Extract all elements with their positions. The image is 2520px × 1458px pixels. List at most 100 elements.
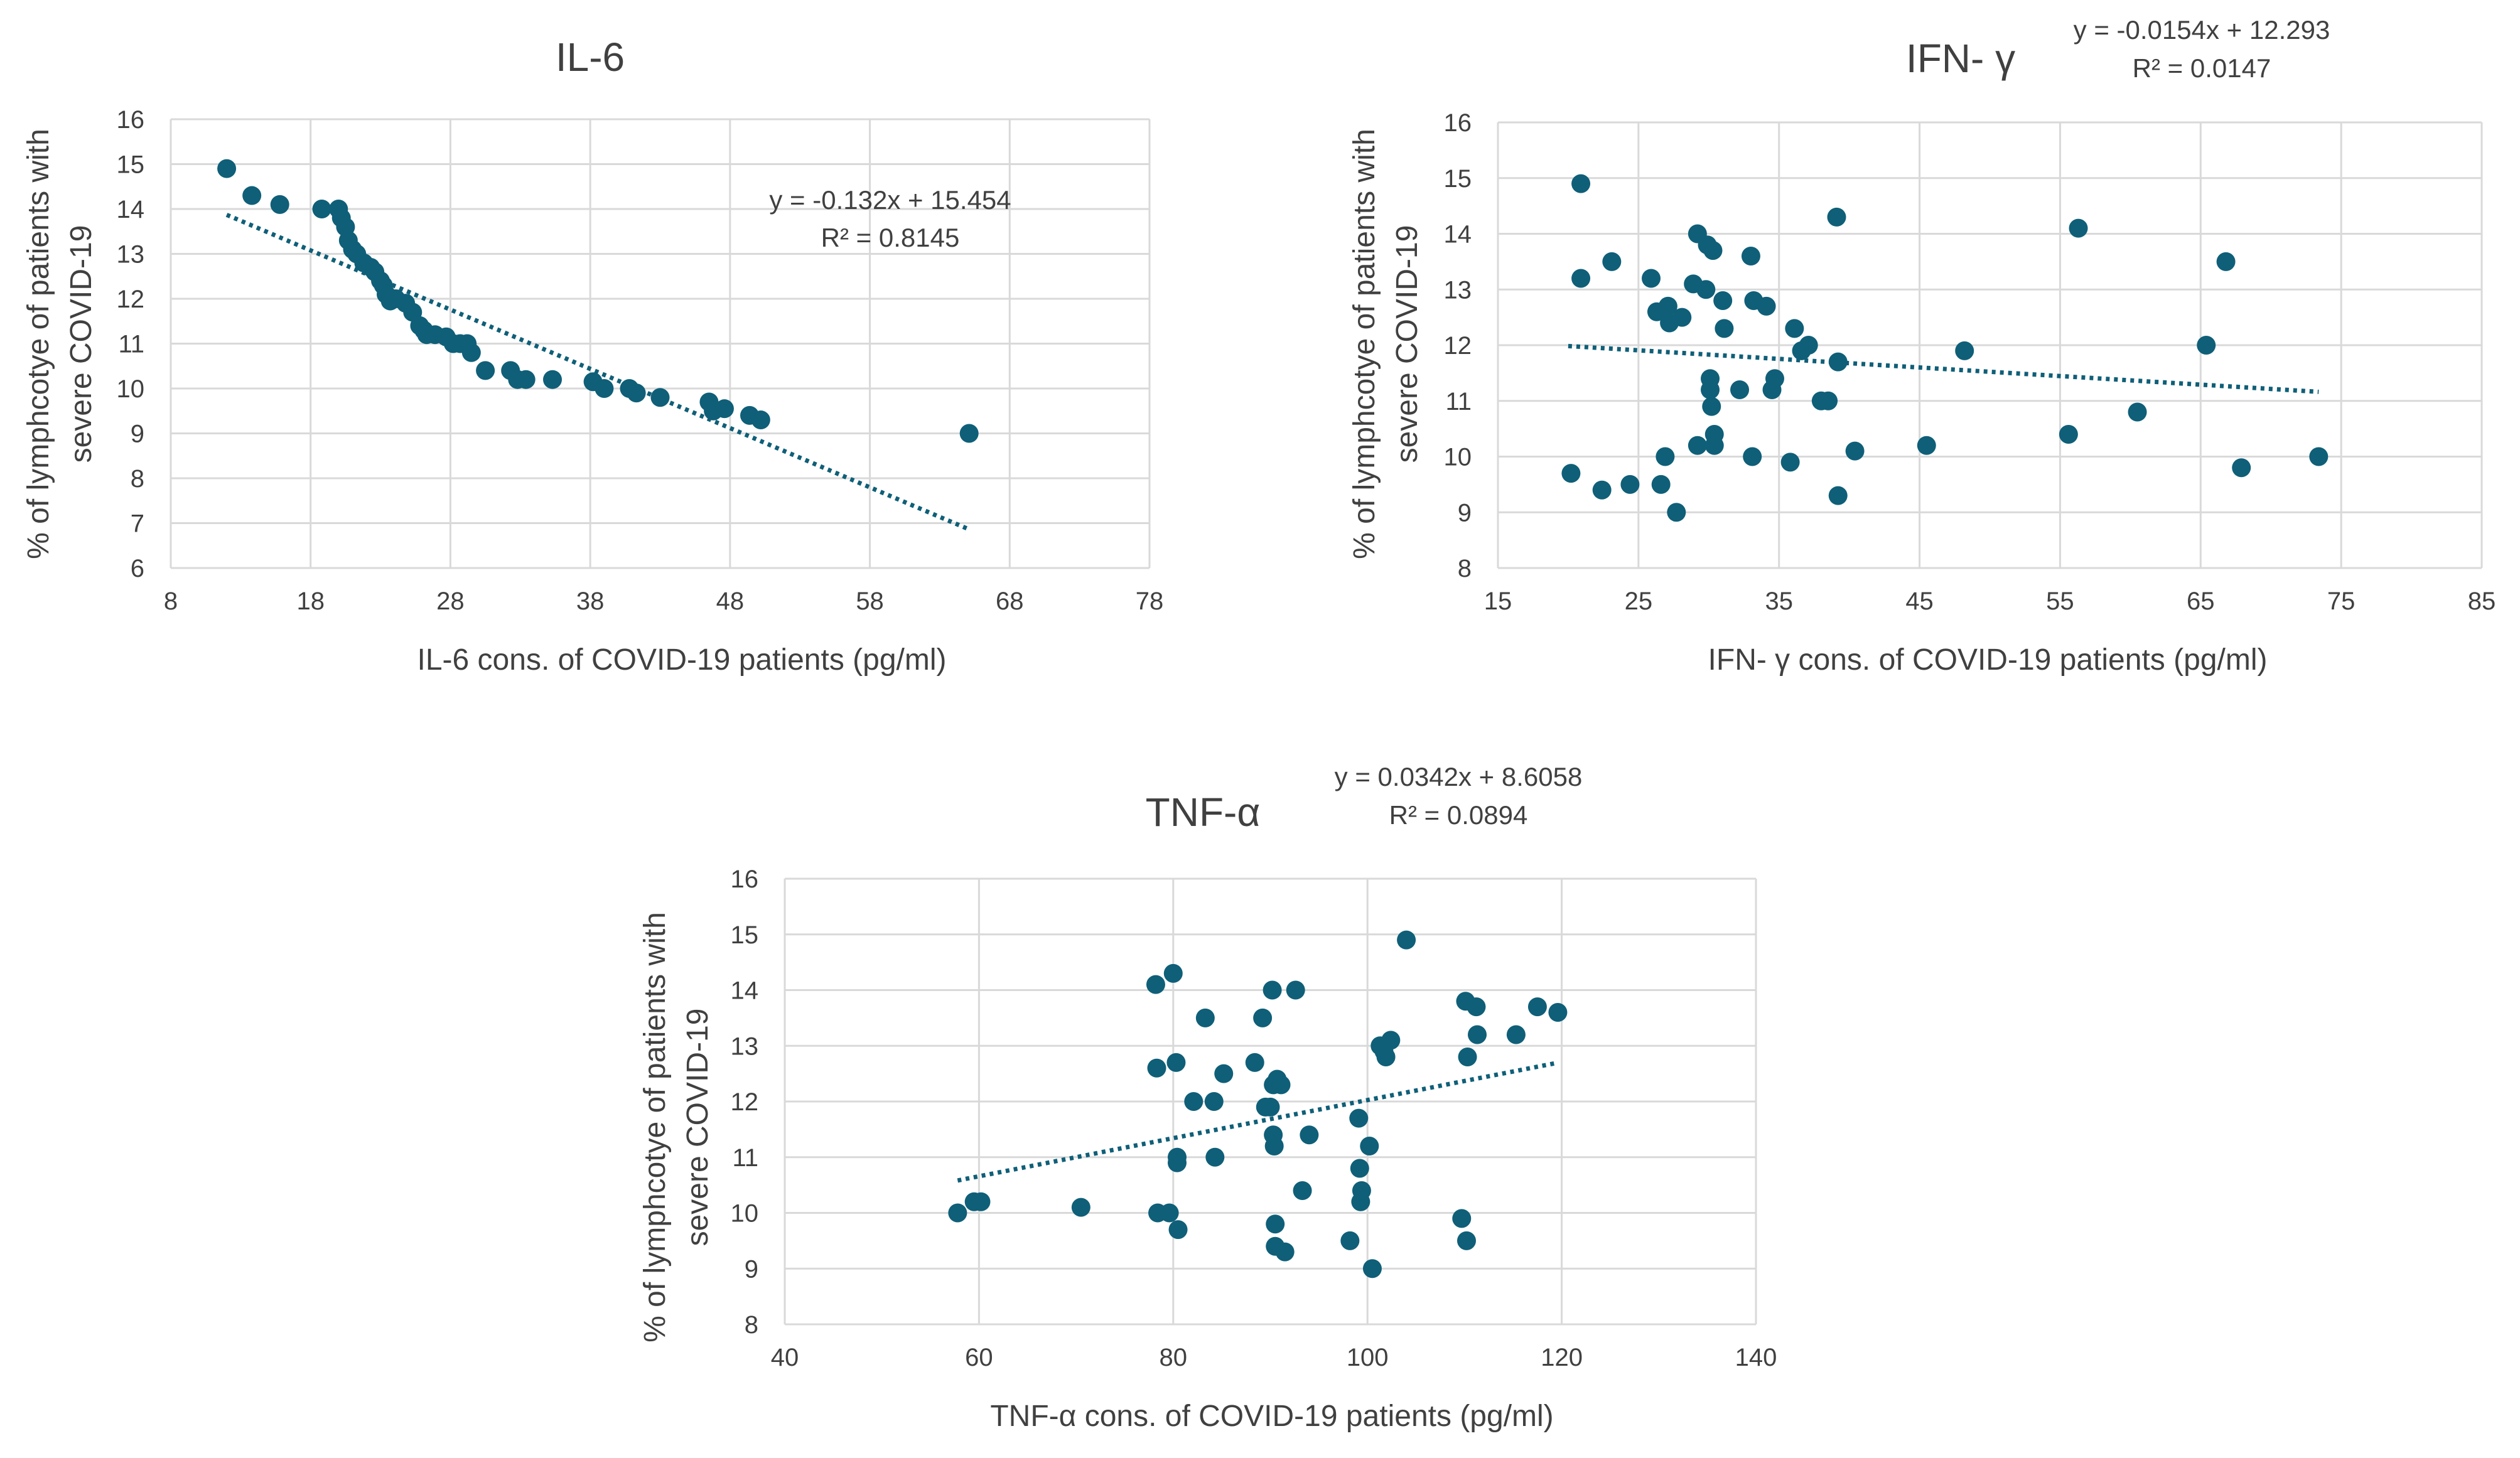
- data-point: [516, 370, 536, 389]
- data-point: [1785, 319, 1804, 338]
- data-point: [1457, 1231, 1476, 1250]
- data-point: [1350, 1159, 1369, 1178]
- y-tick-label: 13: [731, 1032, 759, 1060]
- chart-title: TNF-α: [1146, 790, 1261, 835]
- data-point: [1730, 380, 1750, 399]
- data-point: [242, 186, 262, 205]
- data-point: [1757, 296, 1776, 316]
- x-axis-label: IL-6 cons. of COVID-19 patients (pg/ml): [417, 643, 947, 677]
- data-point: [1741, 247, 1760, 265]
- data-point: [1271, 1075, 1291, 1095]
- data-point: [948, 1203, 967, 1223]
- data-point: [1245, 1053, 1264, 1072]
- data-point: [1167, 1153, 1187, 1172]
- y-axis-label-line2: severe COVID-19: [1391, 225, 1424, 463]
- x-tick-label: 55: [2046, 587, 2074, 615]
- data-point: [1548, 1003, 1568, 1022]
- y-tick-label: 10: [731, 1200, 759, 1228]
- y-tick-label: 14: [731, 977, 759, 1005]
- y-tick-label: 16: [731, 866, 759, 893]
- data-point: [1381, 1031, 1401, 1050]
- tnf-alpha-scatter-chart: 8 9 10 11 12 13 14 15 16 40 60 80 100 120 140 TNF-α y = …: [638, 762, 1777, 1433]
- x-tick-label: 28: [436, 587, 465, 615]
- data-point: [1703, 241, 1723, 260]
- data-point: [1300, 1125, 1319, 1145]
- data-point: [1147, 1058, 1166, 1078]
- x-tick-label: 100: [1347, 1344, 1389, 1371]
- y-tick-label: 11: [732, 1144, 758, 1172]
- data-point: [1349, 1108, 1369, 1128]
- x-tick-label: 65: [2187, 587, 2215, 615]
- data-point: [1468, 1025, 1487, 1044]
- data-point: [1195, 1008, 1215, 1027]
- x-axis-label: TNF-α cons. of COVID-19 patients (pg/ml): [990, 1400, 1553, 1433]
- data-point: [650, 388, 670, 407]
- y-tick-label: 13: [117, 241, 145, 269]
- data-point: [1286, 980, 1305, 1000]
- y-tick-label: 12: [731, 1088, 759, 1116]
- y-tick-label: 14: [1444, 221, 1472, 249]
- x-tick-label: 60: [965, 1344, 993, 1371]
- data-point: [543, 370, 563, 389]
- y-tick-label: 10: [117, 375, 145, 403]
- data-point: [2232, 458, 2251, 478]
- data-point: [1651, 474, 1671, 494]
- data-point: [1571, 269, 1591, 288]
- data-point: [1688, 436, 1707, 455]
- x-tick-label: 40: [771, 1344, 799, 1371]
- data-point: [1263, 980, 1282, 1000]
- x-tick-label: 45: [1905, 587, 1934, 615]
- y-tick-label: 15: [1444, 165, 1472, 193]
- y-tick-label: 10: [1444, 444, 1472, 471]
- y-tick-label: 9: [1458, 499, 1472, 527]
- y-tick-label: 8: [1458, 555, 1472, 582]
- data-point: [714, 399, 734, 419]
- data-point: [751, 410, 770, 430]
- trendline-r-squared: R² = 0.8145: [821, 223, 960, 252]
- chart-title: IL-6: [556, 35, 625, 80]
- data-point: [1827, 207, 1846, 227]
- y-tick-label: 15: [117, 151, 145, 179]
- y-tick-label: 9: [745, 1255, 758, 1283]
- data-point: [1340, 1231, 1360, 1250]
- x-tick-label: 75: [2327, 587, 2356, 615]
- data-point: [1571, 174, 1591, 193]
- x-tick-label: 38: [576, 587, 605, 615]
- y-axis-label-line2: severe COVID-19: [65, 225, 98, 463]
- data-point: [1620, 474, 1640, 494]
- x-tick-label: 78: [1136, 587, 1164, 615]
- data-point: [1780, 453, 1800, 472]
- x-tick-label: 18: [296, 587, 325, 615]
- data-point: [627, 383, 646, 403]
- data-point: [1214, 1064, 1234, 1083]
- trendline-r-squared: R² = 0.0147: [2133, 53, 2271, 83]
- x-tick-label: 140: [1735, 1344, 1777, 1371]
- data-point: [1527, 997, 1547, 1017]
- data-point: [959, 424, 979, 443]
- data-point: [1828, 486, 1848, 505]
- y-tick-label: 8: [131, 465, 144, 493]
- x-axis-label: IFN- γ cons. of COVID-19 patients (pg/ml…: [1708, 643, 2268, 677]
- data-point: [2197, 336, 2216, 355]
- data-point: [270, 195, 289, 214]
- y-tick-label: 16: [1444, 109, 1472, 137]
- y-axis-label-line1: % of lymphcotye of patients with: [1348, 129, 1381, 559]
- data-point: [1261, 1097, 1280, 1117]
- data-point: [1743, 447, 1762, 466]
- data-point: [1656, 447, 1675, 466]
- data-point: [1642, 269, 1661, 288]
- x-tick-label: 15: [1484, 587, 1512, 615]
- data-point: [1715, 319, 1734, 338]
- trendline-equation: y = -0.0154x + 12.293: [2074, 15, 2330, 45]
- trendline-r-squared: R² = 0.0894: [1389, 800, 1528, 830]
- x-tick-label: 35: [1765, 587, 1793, 615]
- data-point: [2309, 447, 2329, 466]
- data-point: [1184, 1092, 1203, 1111]
- y-tick-label: 15: [731, 921, 759, 949]
- data-point: [1253, 1008, 1273, 1027]
- data-point: [2128, 402, 2147, 422]
- data-point: [2216, 252, 2236, 271]
- data-point: [1713, 291, 1733, 310]
- trendline: [1568, 343, 2319, 394]
